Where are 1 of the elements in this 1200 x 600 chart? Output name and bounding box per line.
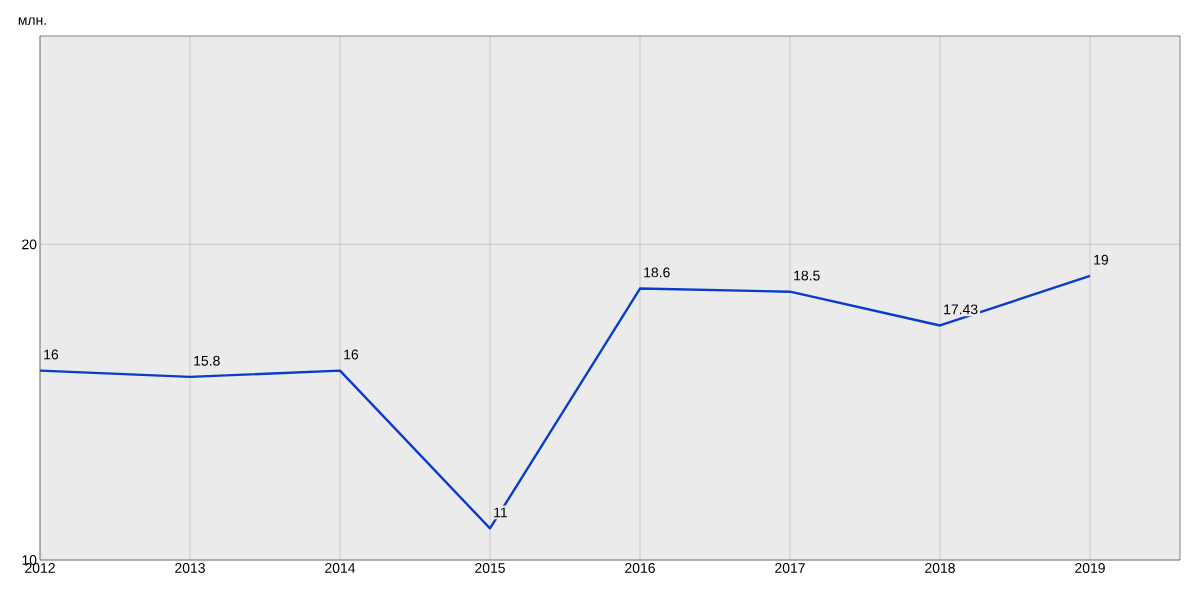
line-series xyxy=(38,274,1092,530)
